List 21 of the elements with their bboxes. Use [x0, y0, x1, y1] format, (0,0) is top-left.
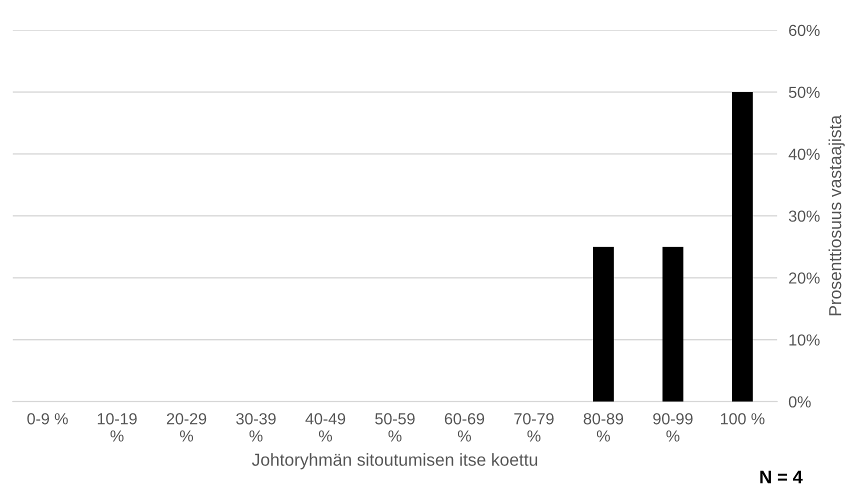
y-tick-label: 30%: [788, 210, 820, 222]
text: N = 4: [760, 470, 803, 484]
x-tick-label: 100 %: [720, 413, 764, 424]
x-tick-label: 10-19 %: [98, 413, 137, 442]
y-tick-label: 20%: [789, 272, 820, 284]
x-tick-label: 60-69 %: [444, 413, 484, 442]
x-tick-label: 80-89 %: [584, 413, 624, 442]
y-axis-title: Prosenttiosuus vastaajista: [828, 115, 845, 316]
x-tick-label: 0-9 %: [27, 413, 68, 424]
y-tick-label: 50%: [788, 86, 820, 98]
y-tick-label: 60%: [789, 24, 820, 36]
x-tick-label: 20-29 %: [166, 413, 206, 442]
x-tick-label: 90-99 %: [653, 413, 693, 442]
x-axis-title: Johtoryhmän sitoutumisen itse koettu: [252, 453, 538, 470]
x-tick-label: 50-59 %: [375, 413, 415, 442]
x-tick-label: 30-39 %: [236, 413, 276, 442]
x-tick-label: 70-79 %: [514, 413, 554, 442]
y-tick-label: 10%: [789, 334, 820, 346]
y-tick-label: 40%: [788, 148, 820, 160]
y-tick-label: 0%: [788, 396, 811, 408]
x-tick-label: 40-49 %: [305, 413, 346, 442]
